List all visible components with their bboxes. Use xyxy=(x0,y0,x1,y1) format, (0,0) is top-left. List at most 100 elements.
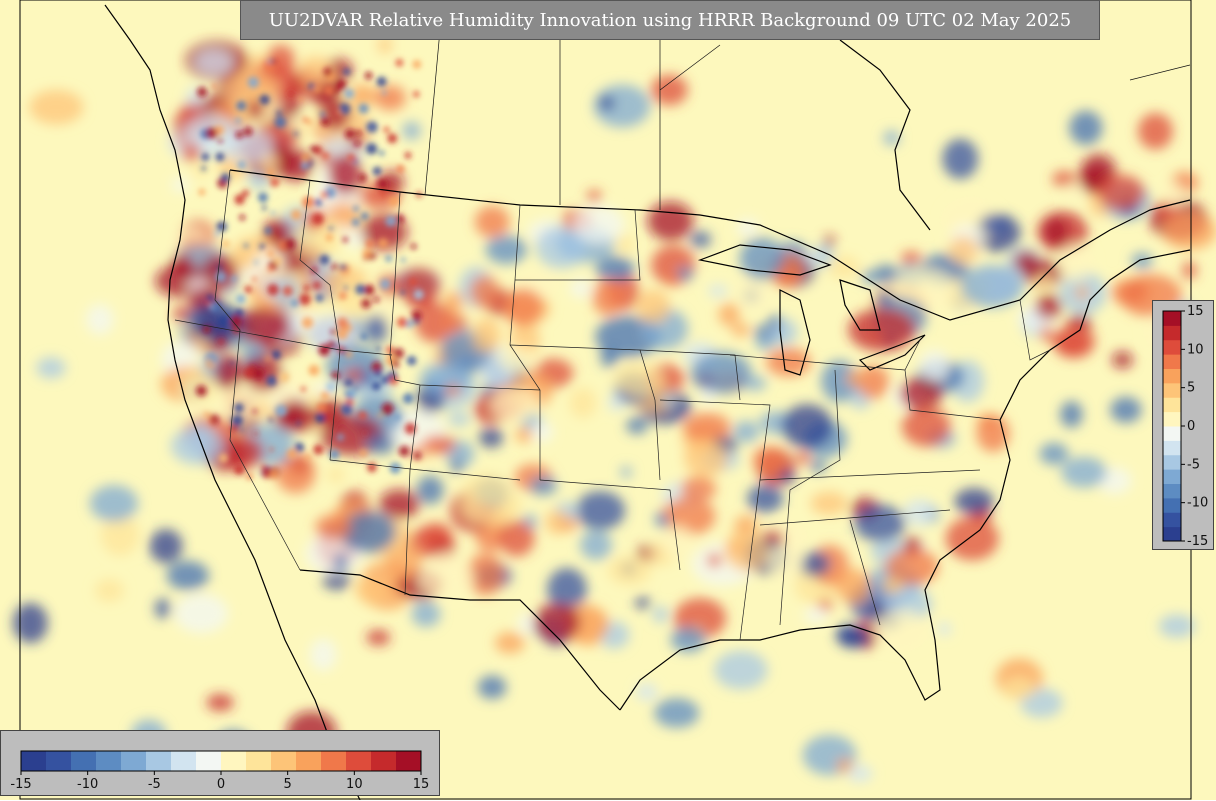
innovation-speck xyxy=(375,346,381,352)
innovation-speck xyxy=(294,131,299,136)
canada-province-lines xyxy=(424,29,1191,210)
innovation-blob xyxy=(714,650,768,690)
innovation-blob xyxy=(215,434,264,470)
innovation-blob xyxy=(690,351,752,394)
innovation-speck xyxy=(259,94,270,105)
innovation-speck xyxy=(301,153,311,164)
innovation-blob xyxy=(569,387,597,419)
innovation-speck xyxy=(258,192,268,203)
colorbar-cell xyxy=(196,751,222,771)
innovation-speck xyxy=(358,411,367,420)
innovation-blob xyxy=(1069,110,1103,146)
innovation-blob xyxy=(214,354,244,390)
innovation-speck xyxy=(355,130,362,137)
innovation-blob xyxy=(220,129,274,164)
innovation-speck xyxy=(412,90,420,98)
colorbar-tick-label: -5 xyxy=(148,777,161,792)
innovation-speck xyxy=(260,464,265,469)
colorbar-cell xyxy=(221,751,247,771)
colorbar-tick-label: -10 xyxy=(1187,496,1208,511)
innovation-speck xyxy=(361,298,371,309)
coastline-west xyxy=(104,4,361,800)
innovation-blob xyxy=(731,323,751,337)
innovation-speck xyxy=(318,344,331,356)
innovation-blob xyxy=(768,314,781,329)
colorbar-tick-label: -10 xyxy=(77,777,98,792)
horizontal-colorbar-ticks: -15 -10 -5 0 5 10 15 xyxy=(10,771,429,792)
innovation-blob xyxy=(89,484,139,522)
innovation-blob xyxy=(661,393,676,406)
innovation-speck xyxy=(363,284,375,296)
innovation-blob xyxy=(171,177,189,193)
innovation-speck xyxy=(279,372,290,382)
innovation-blob xyxy=(378,489,420,520)
innovation-blob xyxy=(810,459,827,473)
innovation-speck xyxy=(234,403,244,413)
vertical-colorbar-cells xyxy=(1163,311,1181,542)
innovation-speck xyxy=(406,355,417,366)
innovation-blob xyxy=(945,516,999,561)
innovation-speck xyxy=(331,371,340,380)
innovation-speck xyxy=(344,379,353,387)
innovation-blob xyxy=(515,427,534,443)
innovation-speck xyxy=(340,264,347,271)
colorbar-cell xyxy=(396,751,422,771)
innovation-blob xyxy=(86,304,114,335)
innovation-speck xyxy=(312,213,324,225)
innovation-blob xyxy=(838,627,872,649)
innovation-blob xyxy=(1065,184,1086,198)
innovation-speck xyxy=(300,386,307,392)
innovation-blob xyxy=(766,347,811,377)
colorbar-cell xyxy=(1163,426,1181,441)
innovation-blob xyxy=(463,474,511,505)
innovation-speck xyxy=(244,367,256,379)
innovation-blob xyxy=(575,491,626,530)
innovation-blob xyxy=(579,530,613,560)
innovation-speck xyxy=(315,412,326,423)
innovation-speck xyxy=(294,442,305,452)
innovation-blob xyxy=(782,404,833,449)
innovation-blob xyxy=(418,560,475,597)
innovation-blob xyxy=(1158,614,1196,638)
innovation-blob xyxy=(517,613,535,634)
innovation-blob xyxy=(1052,324,1096,359)
innovation-speck xyxy=(354,140,361,147)
great-lakes-superior xyxy=(697,244,832,276)
innovation-blob xyxy=(29,89,84,125)
innovation-speck xyxy=(201,153,210,161)
colorbar-cell xyxy=(1163,311,1181,326)
innovation-speck xyxy=(314,86,321,93)
innovation-speck xyxy=(320,191,328,199)
innovation-speck xyxy=(204,411,210,418)
innovation-blob xyxy=(535,226,587,269)
innovation-speck xyxy=(230,315,243,328)
colorbar-tick-label: 0 xyxy=(217,777,225,792)
innovation-blob xyxy=(100,513,140,556)
innovation-blob xyxy=(154,598,171,619)
innovation-blob xyxy=(1098,174,1145,211)
innovation-blob xyxy=(188,402,204,421)
innovation-blob xyxy=(192,163,209,177)
innovation-blob xyxy=(531,420,554,443)
innovation-blob xyxy=(1060,401,1083,428)
colorbar-tick-label: 15 xyxy=(1187,304,1204,319)
colorbar-cell xyxy=(171,751,197,771)
innovation-blob xyxy=(1112,351,1133,369)
innovation-speck xyxy=(404,152,412,159)
innovation-speck xyxy=(400,290,405,295)
innovation-blob xyxy=(1111,279,1148,306)
innovation-blob xyxy=(423,436,437,451)
innovation-speck xyxy=(412,59,422,69)
innovation-speck xyxy=(394,414,401,420)
innovation-blob xyxy=(166,560,210,591)
innovation-speck xyxy=(385,255,392,262)
innovation-speck xyxy=(312,281,321,290)
innovation-blob xyxy=(664,274,681,287)
innovation-blob xyxy=(411,601,441,627)
innovation-blob xyxy=(846,370,864,387)
political-boundaries xyxy=(104,4,1191,800)
innovation-blob xyxy=(346,229,363,250)
innovation-speck xyxy=(205,127,218,139)
innovation-blob xyxy=(149,529,183,564)
innovation-blob xyxy=(883,130,900,146)
